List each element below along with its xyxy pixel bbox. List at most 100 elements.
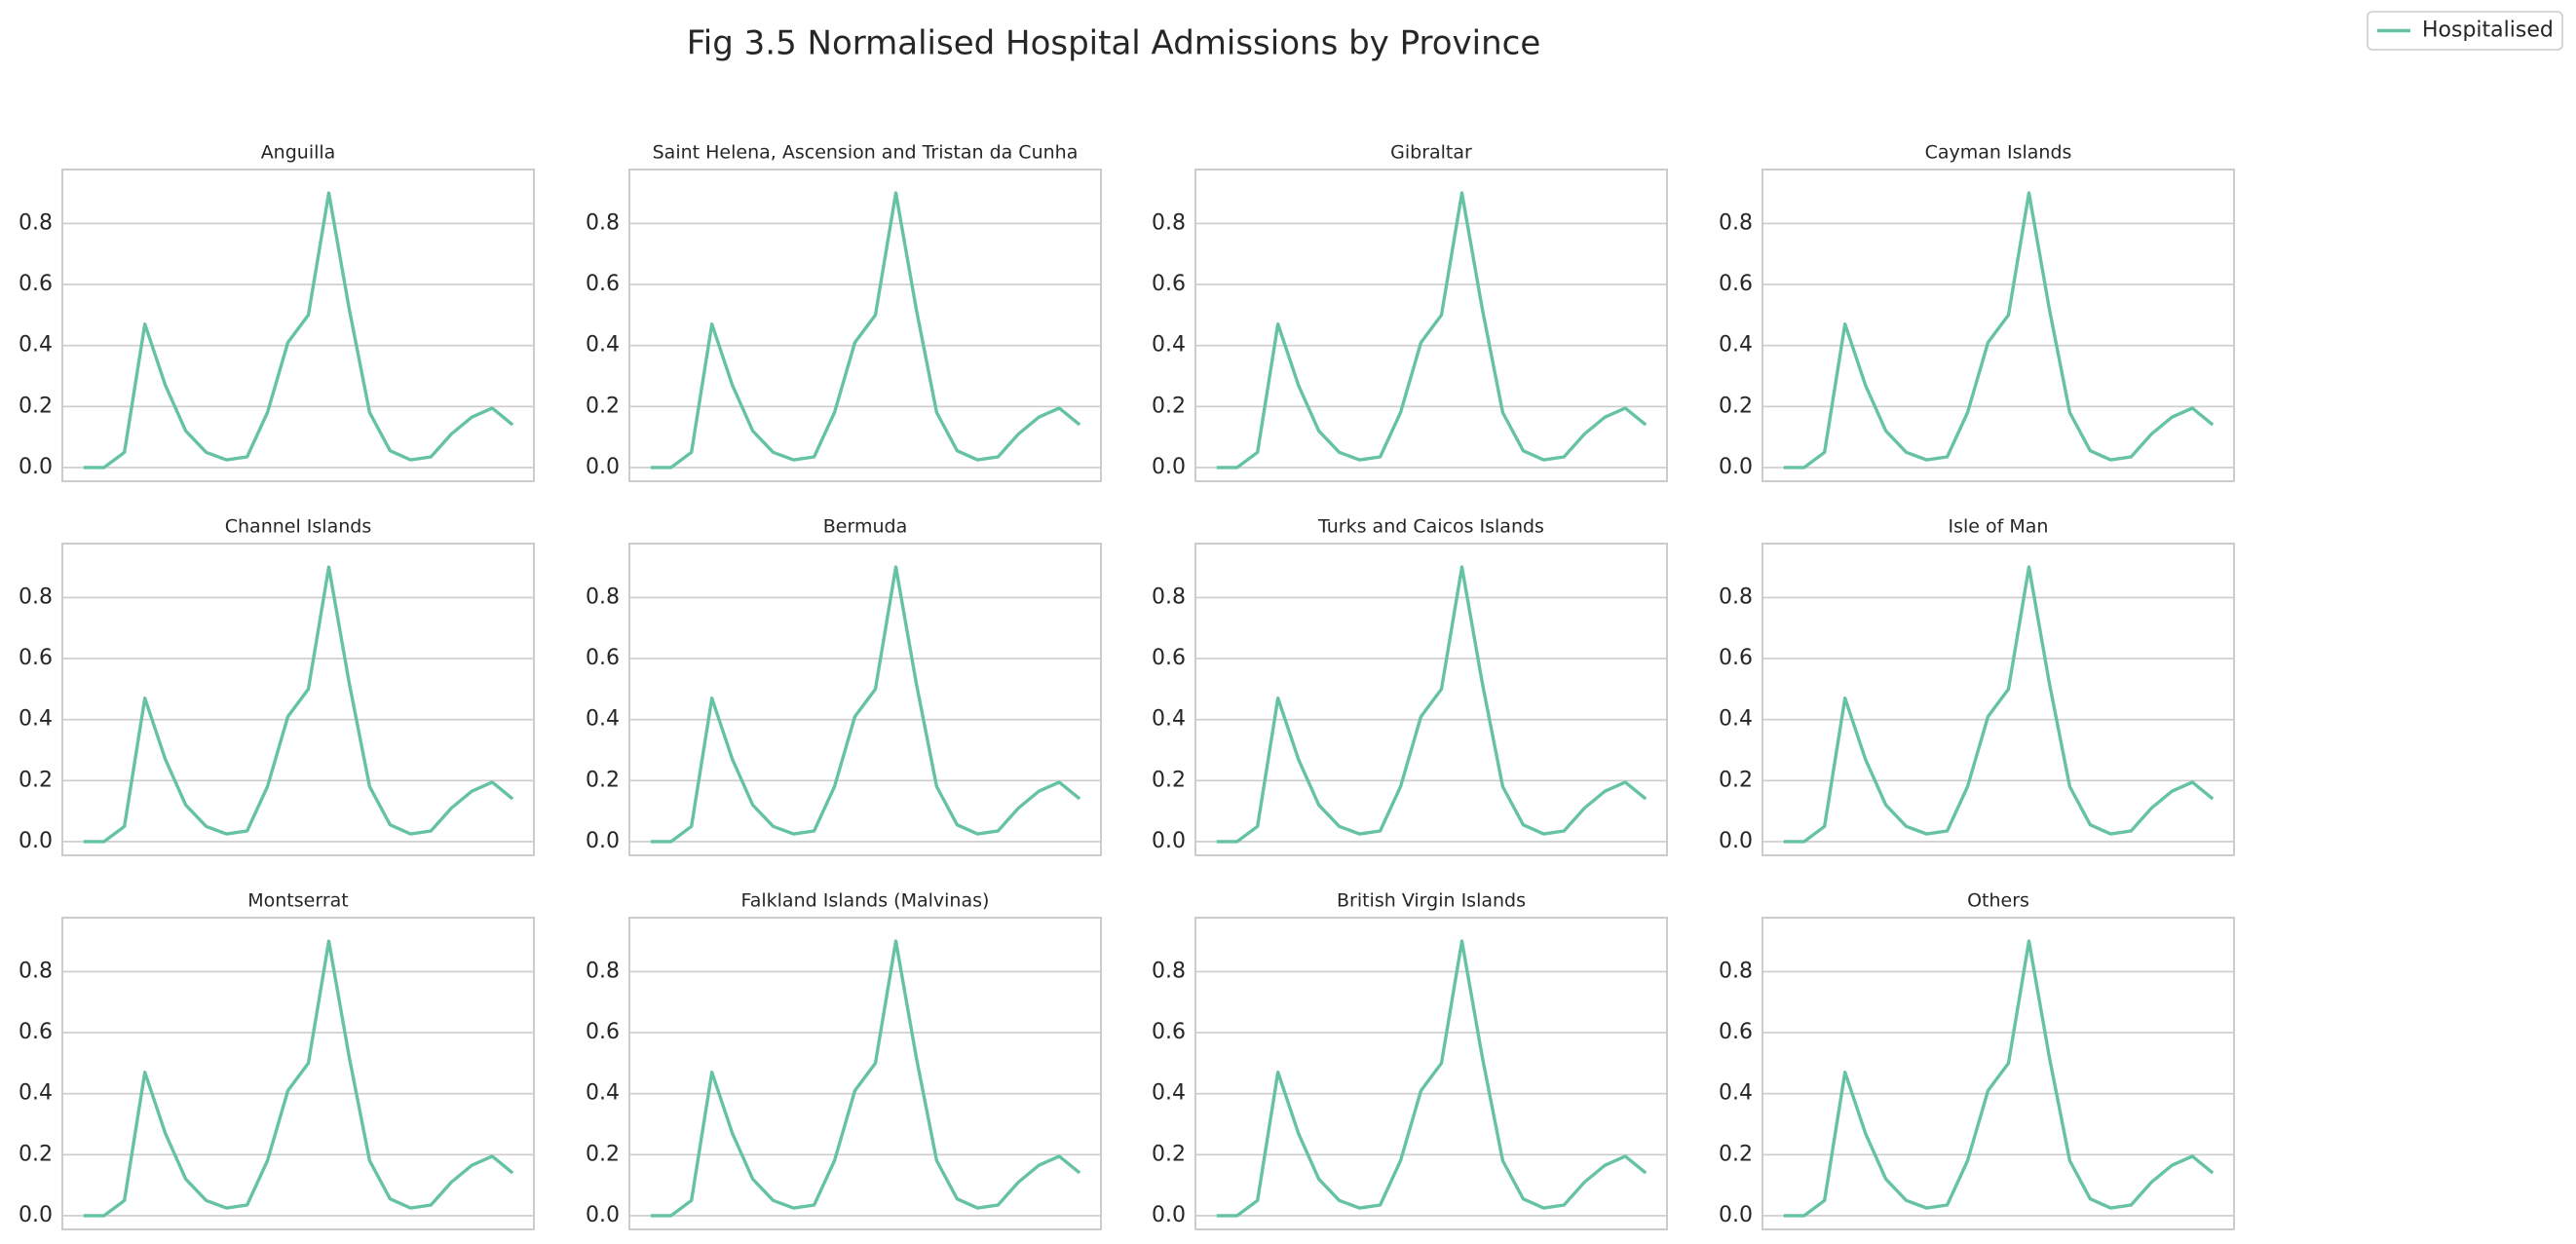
y-tick-label: 0.0	[1719, 1203, 1753, 1227]
axes-frame	[628, 917, 1102, 1230]
y-tick-label: 0.0	[1719, 455, 1753, 479]
subplot-title: Channel Islands	[225, 516, 371, 538]
series-line	[650, 939, 1081, 1218]
y-tick-label: 0.6	[586, 646, 620, 670]
y-tick-label: 0.8	[1152, 210, 1186, 235]
subplot-title: Saint Helena, Ascension and Tristan da C…	[653, 142, 1079, 164]
y-tick-label: 0.4	[1719, 333, 1753, 358]
y-tick-label: 0.4	[19, 707, 53, 732]
axes-frame	[1194, 917, 1668, 1230]
y-tick-label: 0.8	[1152, 959, 1186, 983]
axes-frame	[61, 543, 535, 856]
series-line	[1783, 939, 2215, 1218]
y-tick-label: 0.0	[586, 1203, 620, 1227]
y-tick-label: 0.4	[19, 1081, 53, 1106]
series-line	[650, 191, 1081, 470]
axes-frame	[1194, 543, 1668, 856]
subplot-title: British Virgin Islands	[1337, 890, 1526, 912]
y-tick-label: 0.8	[586, 959, 620, 983]
y-tick-label: 0.8	[1719, 959, 1753, 983]
y-tick-label: 0.0	[1152, 1203, 1186, 1227]
figure-title: Fig 3.5 Normalised Hospital Admissions b…	[687, 24, 1541, 63]
axes-frame	[1194, 169, 1668, 482]
y-tick-label: 0.6	[1719, 646, 1753, 670]
y-tick-label: 0.8	[19, 584, 53, 609]
legend-label: Hospitalised	[2422, 19, 2554, 43]
y-tick-label: 0.8	[1152, 584, 1186, 609]
axes-frame	[628, 543, 1102, 856]
subplot-title: Gibraltar	[1390, 142, 1472, 164]
legend-box	[2367, 11, 2563, 51]
y-tick-label: 0.2	[19, 394, 53, 418]
y-tick-label: 0.4	[1152, 1081, 1186, 1106]
y-tick-label: 0.6	[586, 1020, 620, 1044]
y-tick-label: 0.4	[1152, 707, 1186, 732]
axes-frame	[1762, 169, 2235, 482]
y-tick-label: 0.8	[586, 584, 620, 609]
subplot-title: Cayman Islands	[1925, 142, 2072, 164]
y-tick-label: 0.2	[1719, 394, 1753, 418]
y-tick-label: 0.6	[19, 646, 53, 670]
y-tick-label: 0.8	[19, 210, 53, 235]
y-tick-label: 0.4	[19, 333, 53, 358]
subplot-title: Turks and Caicos Islands	[1317, 516, 1544, 538]
y-tick-label: 0.0	[1719, 829, 1753, 853]
subplot-title: Falkland Islands (Malvinas)	[741, 890, 990, 912]
y-tick-label: 0.6	[586, 272, 620, 296]
y-tick-label: 0.4	[1719, 1081, 1753, 1106]
y-tick-label: 0.2	[19, 1142, 53, 1166]
y-tick-label: 0.8	[19, 959, 53, 983]
axes-frame	[61, 917, 535, 1230]
y-tick-label: 0.0	[1152, 455, 1186, 479]
y-tick-label: 0.8	[1719, 210, 1753, 235]
y-tick-label: 0.6	[1719, 272, 1753, 296]
y-tick-label: 0.2	[1152, 768, 1186, 792]
y-tick-label: 0.2	[1719, 1142, 1753, 1166]
y-tick-label: 0.0	[1152, 829, 1186, 853]
y-tick-label: 0.4	[1152, 333, 1186, 358]
y-tick-label: 0.6	[1719, 1020, 1753, 1044]
axes-frame	[61, 169, 535, 482]
y-tick-label: 0.0	[586, 455, 620, 479]
axes-frame	[1762, 917, 2235, 1230]
y-tick-label: 0.2	[586, 768, 620, 792]
y-tick-label: 0.4	[586, 1081, 620, 1106]
series-line	[83, 191, 514, 470]
series-line	[1216, 191, 1648, 470]
series-line	[1216, 565, 1648, 844]
subplot-title: Others	[1967, 890, 2029, 912]
y-tick-label: 0.2	[1152, 1142, 1186, 1166]
y-tick-label: 0.2	[1719, 768, 1753, 792]
series-line	[650, 565, 1081, 844]
axes-frame	[628, 169, 1102, 482]
y-tick-label: 0.8	[586, 210, 620, 235]
y-tick-label: 0.4	[586, 333, 620, 358]
y-tick-label: 0.0	[19, 455, 53, 479]
y-tick-label: 0.0	[586, 829, 620, 853]
y-tick-label: 0.0	[19, 829, 53, 853]
y-tick-label: 0.4	[586, 707, 620, 732]
series-line	[83, 565, 514, 844]
y-tick-label: 0.2	[1152, 394, 1186, 418]
subplot-title: Anguilla	[261, 142, 336, 164]
y-tick-label: 0.6	[19, 1020, 53, 1044]
y-tick-label: 0.2	[586, 394, 620, 418]
subplot-title: Montserrat	[247, 890, 348, 912]
y-tick-label: 0.2	[19, 768, 53, 792]
axes-frame	[1762, 543, 2235, 856]
y-tick-label: 0.0	[19, 1203, 53, 1227]
series-line	[83, 939, 514, 1218]
y-tick-label: 0.6	[1152, 272, 1186, 296]
series-line	[1783, 565, 2215, 844]
y-tick-label: 0.2	[586, 1142, 620, 1166]
y-tick-label: 0.6	[1152, 1020, 1186, 1044]
y-tick-label: 0.6	[1152, 646, 1186, 670]
series-line	[1783, 191, 2215, 470]
subplot-title: Bermuda	[823, 516, 907, 538]
y-tick-label: 0.6	[19, 272, 53, 296]
subplot-title: Isle of Man	[1949, 516, 2049, 538]
y-tick-label: 0.4	[1719, 707, 1753, 732]
series-line	[1216, 939, 1648, 1218]
